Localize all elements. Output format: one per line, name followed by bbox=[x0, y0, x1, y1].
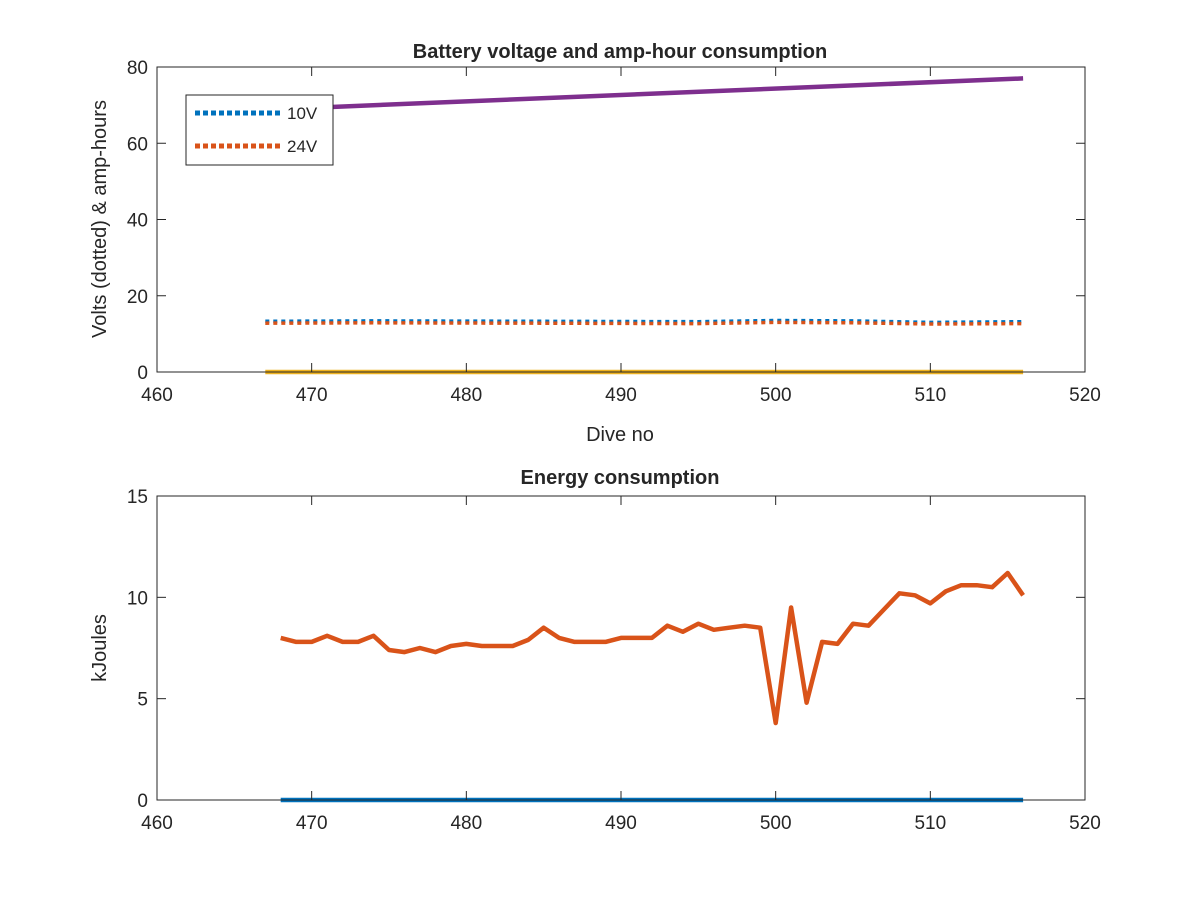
bottom-chart-title: Energy consumption bbox=[521, 467, 720, 489]
bottom-y-tick-label: 15 bbox=[127, 487, 148, 508]
top-chart-title: Battery voltage and amp-hour consumption bbox=[413, 41, 827, 63]
top-y-tick-label: 80 bbox=[127, 58, 148, 79]
top-plot-area: 460 470 480 490 500 510 520 0 20 40 60 80 bbox=[127, 58, 1101, 406]
bottom-series-line-1 bbox=[280, 570, 1025, 726]
top-axes: Battery voltage and amp-hour consumption… bbox=[89, 41, 1101, 446]
top-x-axis-label: Dive no bbox=[586, 424, 654, 446]
bottom-x-tick-label: 510 bbox=[914, 813, 946, 834]
top-series-line-1 bbox=[265, 320, 1024, 326]
top-x-tick-label: 500 bbox=[760, 385, 792, 406]
top-x-tick-label: 520 bbox=[1069, 385, 1101, 406]
legend-label-10v: 10V bbox=[287, 104, 318, 123]
bottom-y-tick-label: 10 bbox=[127, 588, 148, 609]
top-x-tick-label: 510 bbox=[914, 385, 946, 406]
bottom-x-tick-label: 470 bbox=[296, 813, 328, 834]
bottom-x-tick-label: 520 bbox=[1069, 813, 1101, 834]
top-x-tick-label: 470 bbox=[296, 385, 328, 406]
bottom-y-tick-label: 0 bbox=[137, 791, 148, 812]
top-x-tick-label: 460 bbox=[141, 385, 173, 406]
bottom-axes: Energy consumption kJoules 460 470 480 490 5… bbox=[89, 467, 1101, 834]
top-x-tick-label: 490 bbox=[605, 385, 637, 406]
top-x-tick-label: 480 bbox=[450, 385, 482, 406]
bottom-y-tick-label: 5 bbox=[137, 690, 148, 711]
top-y-tick-label: 0 bbox=[137, 363, 148, 384]
top-y-tick-label: 40 bbox=[127, 211, 148, 232]
bottom-x-tick-label: 460 bbox=[141, 813, 173, 834]
bottom-x-tick-label: 480 bbox=[450, 813, 482, 834]
top-legend: 10V 24V bbox=[185, 94, 334, 166]
bottom-y-axis-label: kJoules bbox=[89, 614, 111, 682]
top-y-tick-label: 20 bbox=[127, 287, 148, 308]
top-series-line-3 bbox=[265, 76, 1024, 112]
legend-label-24v: 24V bbox=[287, 137, 318, 156]
top-y-tick-label: 60 bbox=[127, 134, 148, 155]
bottom-x-tick-label: 490 bbox=[605, 813, 637, 834]
top-y-axis-label: Volts (dotted) & amp-hours bbox=[89, 100, 111, 338]
bottom-x-tick-label: 500 bbox=[760, 813, 792, 834]
top-series-line-0 bbox=[265, 318, 1024, 325]
legend-box bbox=[185, 94, 334, 166]
